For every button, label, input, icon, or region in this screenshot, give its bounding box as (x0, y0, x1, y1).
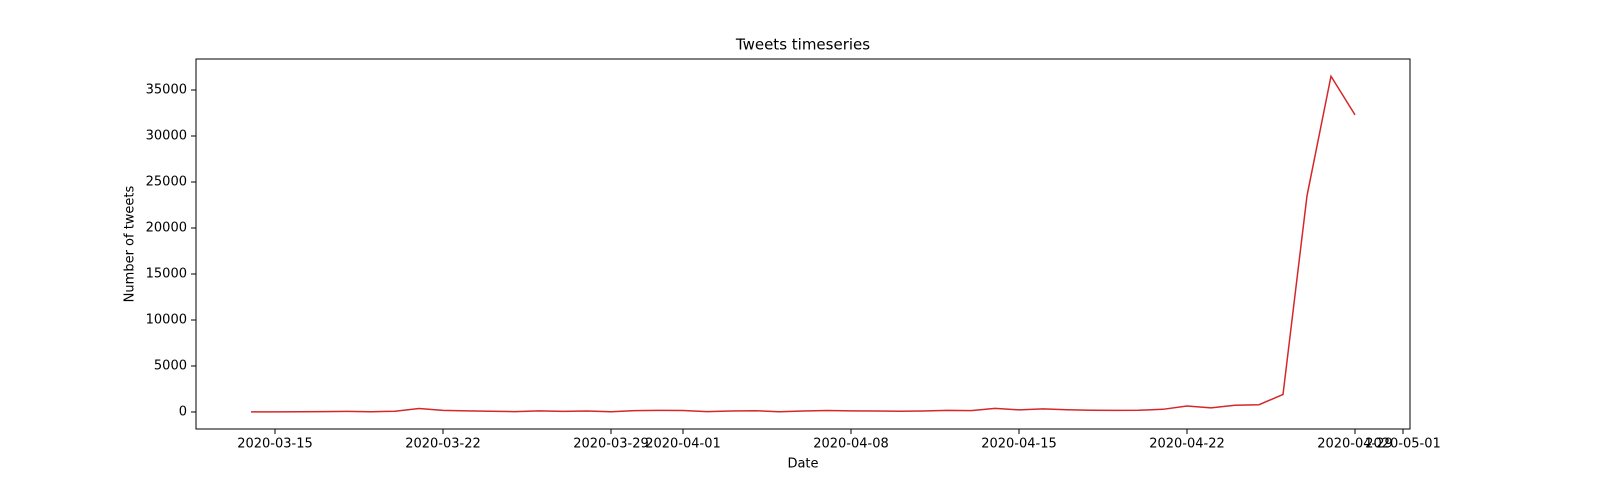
x-axis-label: Date (787, 457, 818, 472)
x-tick-label: 2020-03-15 (237, 437, 313, 452)
y-axis-label: Number of tweets (123, 185, 138, 302)
x-tick-label: 2020-04-15 (981, 437, 1057, 452)
y-tick-label: 0 (179, 404, 187, 419)
line (250, 74, 1356, 413)
y-tick-label: 25000 (146, 174, 187, 189)
plot-frame (195, 58, 1411, 430)
x-tick-label: 2020-05-01 (1365, 437, 1441, 452)
x-tick-label: 2020-04-29 (1317, 437, 1393, 452)
y-tick-label: 15000 (146, 266, 187, 281)
x-tick-label: 2020-04-22 (1149, 437, 1225, 452)
y-tick-label: 5000 (154, 358, 187, 373)
y-tick-label: 20000 (146, 220, 187, 235)
x-tick-label: 2020-03-22 (405, 437, 481, 452)
x-tick-label: 2020-04-08 (813, 437, 889, 452)
y-tick-label: 30000 (146, 128, 187, 143)
y-tick-label: 10000 (146, 312, 187, 327)
x-tick-label: 2020-04-01 (645, 437, 721, 452)
chart-title: Tweets timeseries (735, 36, 870, 54)
y-tick-label: 35000 (146, 83, 187, 98)
x-tick-label: 2020-03-29 (573, 437, 649, 452)
